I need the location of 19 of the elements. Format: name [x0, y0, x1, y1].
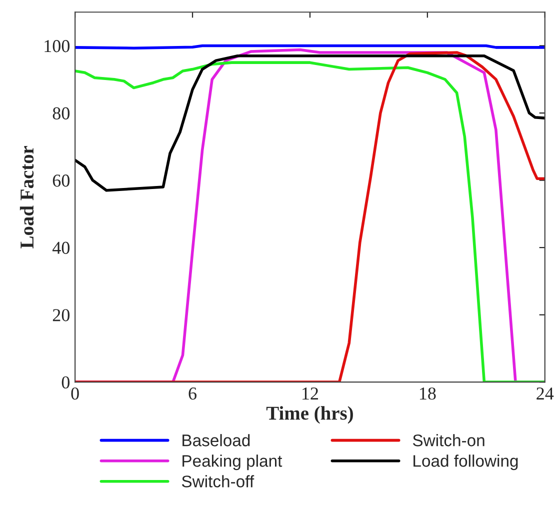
y-tick-label: 20: [52, 309, 70, 322]
y-axis-title: Load Factor: [20, 146, 34, 248]
x-tick-label: 0: [71, 387, 79, 400]
y-tick-label: 0: [62, 376, 70, 389]
legend-label: Baseload: [182, 434, 250, 446]
y-tick-label: 40: [52, 242, 70, 254]
x-tick-label: 12: [302, 388, 318, 400]
line-series: [75, 54, 545, 192]
legend-label: Switch-off: [182, 475, 254, 488]
x-tick-label: 18: [420, 387, 436, 400]
x-tick-label: 24: [536, 388, 554, 400]
legend-label: Peaking plant: [182, 454, 282, 470]
x-axis-title: Time (hrs): [266, 406, 353, 424]
x-tick-label: 6: [188, 388, 196, 400]
y-tick-label: 80: [52, 107, 70, 120]
legend-label: Load following: [414, 454, 518, 470]
y-tick-label: 100: [44, 40, 70, 52]
legend-label: Switch-on: [412, 434, 484, 446]
y-tick-label: 60: [52, 174, 70, 187]
